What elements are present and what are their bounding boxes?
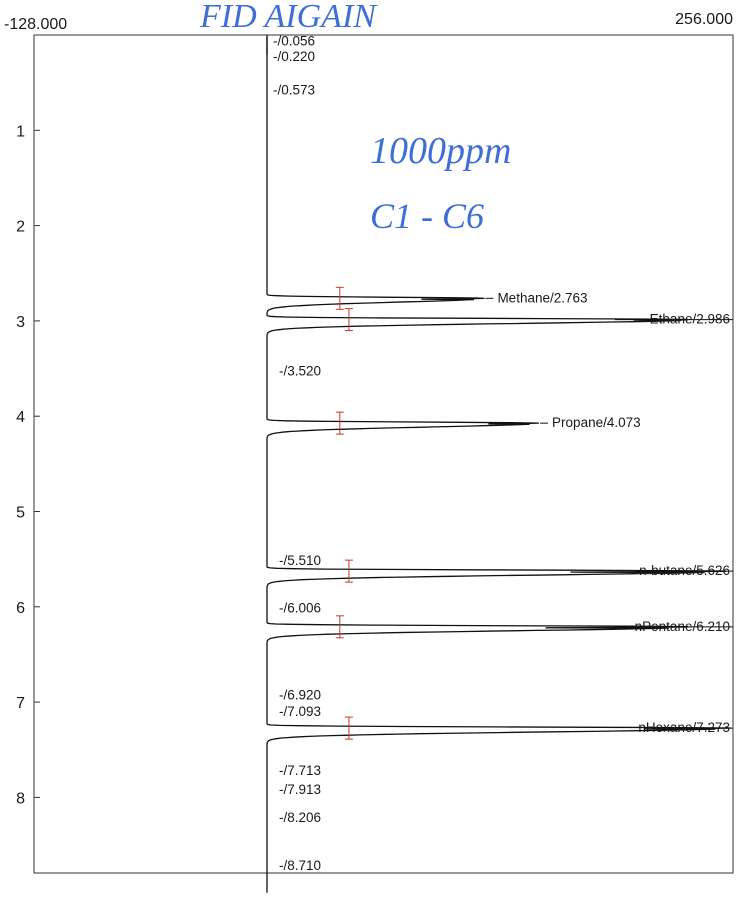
peak-label: Ethane/2.986 (650, 312, 730, 327)
plot-frame (33, 34, 734, 874)
y-tick-label: 5 (16, 505, 25, 522)
integration-marker (335, 411, 344, 435)
peak-label: -/6.006 (279, 600, 321, 615)
peak-labels: -/0.056-/0.220 -/0.573 Methane/2.763 Ethane… (273, 33, 733, 873)
y-tick-label: 3 (16, 314, 25, 331)
y-tick-label: 8 (16, 790, 25, 807)
integration-marker (344, 559, 353, 583)
y-tick-label: 1 (16, 123, 25, 140)
integration-markers (335, 286, 353, 740)
peak-label: -/7.093 (279, 704, 321, 719)
peak-label: Propane/4.073 (552, 415, 641, 430)
peak-label: -/7.713 (279, 763, 321, 778)
peak-label: -/7.913 (279, 782, 321, 797)
peak-label: -/8.710 (279, 858, 321, 873)
integration-marker (335, 286, 344, 310)
integration-marker (344, 716, 353, 740)
x-axis-min-label: -128.000 (4, 16, 67, 33)
handwritten-range: C1 - C6 (370, 196, 484, 236)
peak-label: -/5.510 (279, 553, 321, 568)
y-tick-label: 4 (16, 409, 25, 426)
peak-label: -/0.056 (273, 33, 315, 48)
y-axis-ticks: 1 2 3 4 5 6 7 8 (16, 123, 40, 807)
peak-label: Methane/2.763 (497, 290, 587, 305)
peak-label: -/8.206 (279, 810, 321, 825)
peak-label: -/0.573 (273, 83, 315, 98)
peak-label: nPentane/6.210 (635, 619, 730, 634)
handwritten-concentration: 1000ppm (370, 130, 511, 172)
y-tick-label: 6 (16, 600, 25, 617)
x-axis-max-label: 256.000 (675, 11, 733, 28)
integration-marker (335, 615, 344, 639)
chromatogram-trace-group (266, 35, 732, 893)
handwritten-title: FID AIGAIN (199, 0, 378, 35)
chromatogram-trace (266, 35, 732, 893)
peak-label: -/3.520 (279, 363, 321, 378)
peak-label: -/0.220 (273, 49, 315, 64)
peak-label: -/6.920 (279, 687, 321, 702)
y-tick-label: 7 (16, 695, 25, 712)
integration-marker (344, 308, 353, 332)
peak-label: nHexane/7.273 (638, 720, 730, 735)
y-tick-label: 2 (16, 219, 25, 236)
peak-label: n-butane/5.626 (639, 563, 730, 578)
